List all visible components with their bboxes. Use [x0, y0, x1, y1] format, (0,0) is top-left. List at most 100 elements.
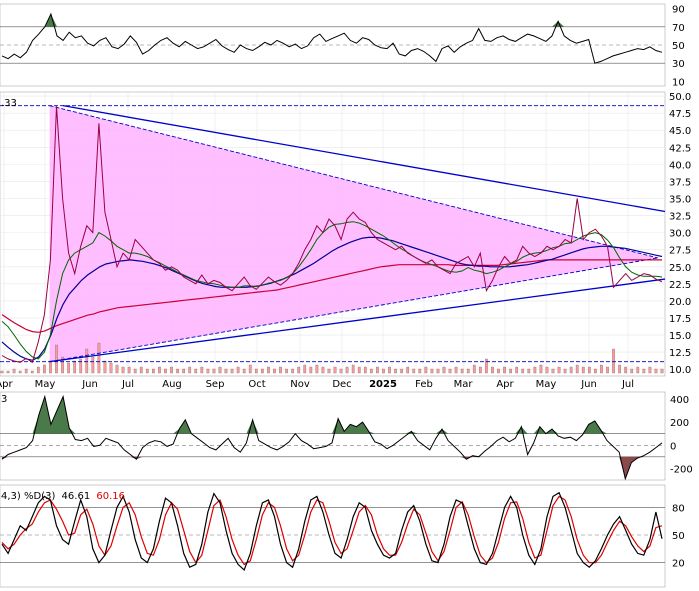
price-tick-label: 47.5 [669, 109, 691, 120]
time-tick-label: Mar [454, 379, 474, 390]
volume-bar [533, 366, 537, 374]
cci-high-fill [533, 426, 546, 434]
volume-bar [200, 366, 204, 374]
volume-bar [139, 366, 143, 374]
time-tick-label: Jul [121, 379, 134, 390]
cci-tick-label: 400 [670, 395, 689, 406]
cci-line [1, 394, 663, 481]
volume-bar [176, 368, 179, 374]
volume-bar [636, 366, 640, 374]
volume-bar [145, 368, 149, 374]
volume-bar [606, 366, 609, 374]
volume-bar [545, 366, 549, 374]
volume-bar [12, 368, 16, 374]
time-tick-label: Sep [206, 379, 225, 390]
volume-bar [521, 368, 525, 374]
volume-bar [297, 366, 301, 374]
volume-bar [224, 368, 228, 374]
volume-bar [36, 366, 40, 374]
time-tick-label: Jul [621, 379, 634, 390]
stochastic-label: 4,3) %D(3) [1, 491, 55, 502]
volume-bar [30, 370, 34, 374]
cci-tick-label: 200 [670, 418, 689, 429]
rsi-overbought-fill [552, 21, 565, 27]
rsi-tick-label: 90 [672, 5, 685, 16]
volume-bar [321, 366, 325, 374]
time-tick-label: 2025 [369, 379, 397, 390]
volume-bar [73, 360, 77, 374]
volume-bar [91, 356, 95, 374]
volume-bar [430, 368, 434, 374]
volume-bar [158, 366, 161, 374]
volume-bar [61, 356, 64, 374]
volume-bar [472, 364, 476, 374]
volume-bar [491, 366, 494, 374]
time-tick-label: May [536, 379, 557, 390]
volume-bar [97, 342, 101, 374]
volume-bar [121, 366, 125, 374]
rsi-line [1, 12, 663, 64]
price-tick-label: 10.0 [669, 365, 691, 376]
volume-bar [618, 364, 621, 374]
volume-bar [309, 366, 313, 374]
price-tick-label: 25.0 [669, 263, 691, 274]
volume-bar [85, 348, 89, 374]
triangle-edge-line [49, 257, 659, 363]
volume-bar [218, 366, 222, 374]
volume-bar [600, 364, 603, 374]
cci-panel: 400 200 0 -200 3 [0, 391, 693, 481]
volume-bar [551, 368, 555, 374]
time-tick-label: Apr [0, 379, 14, 390]
stochastic-tick-label: 20 [672, 559, 685, 570]
volume-bar [49, 360, 52, 374]
price-tick-label: 40.0 [669, 160, 691, 171]
volume-bar [624, 366, 628, 374]
rsi-panel: 10 30 50 70 90 [0, 3, 685, 88]
stochastic-d-line [1, 495, 663, 566]
volume-bar [412, 368, 416, 374]
trendline [49, 278, 666, 363]
volume-bar [485, 358, 488, 374]
volume-bar [115, 364, 119, 374]
volume-bar [24, 368, 28, 374]
volume-bar [418, 368, 422, 374]
volume-bar [339, 368, 343, 374]
time-tick-label: Apr [496, 379, 514, 390]
time-tick-label: Dec [332, 379, 351, 390]
volume-bar [569, 366, 573, 374]
volume-bar [6, 370, 10, 374]
cci-panel-label: 3 [1, 394, 7, 405]
volume-bar [581, 366, 585, 374]
stochastic-d-value: 60.16 [96, 491, 125, 502]
price-tick-label: 12.5 [669, 348, 691, 359]
volume-bar [152, 368, 155, 374]
time-tick-label: Jun [580, 379, 597, 390]
volume-bar [363, 366, 367, 374]
cci-low-fill [619, 456, 644, 479]
stochastic-tick-label: 80 [672, 503, 685, 514]
volume-bar [206, 368, 210, 374]
volume-bar [400, 368, 403, 374]
price-panel-label: .33 [1, 98, 17, 109]
volume-bar [515, 366, 519, 374]
price-tick-label: 45.0 [669, 126, 691, 137]
volume-bar [406, 366, 410, 374]
time-tick-label: May [35, 379, 56, 390]
price-tick-label: 37.5 [669, 177, 691, 188]
volume-bar [460, 368, 464, 374]
volume-bar [503, 366, 506, 374]
moving-average-short-line [1, 221, 663, 360]
volume-bar [303, 364, 307, 374]
volume-bar [497, 368, 500, 374]
volume-bar [642, 368, 646, 374]
volume-bar [376, 366, 379, 374]
price-tick-label: 42.5 [669, 143, 691, 154]
time-tick-label: Jun [81, 379, 98, 390]
rsi-tick-label: 70 [672, 23, 685, 34]
volume-bar [188, 366, 192, 374]
price-tick-label: 32.5 [669, 212, 691, 223]
volume-bar [466, 368, 470, 374]
rsi-tick-label: 30 [672, 59, 685, 70]
time-tick-label: Aug [162, 379, 182, 390]
